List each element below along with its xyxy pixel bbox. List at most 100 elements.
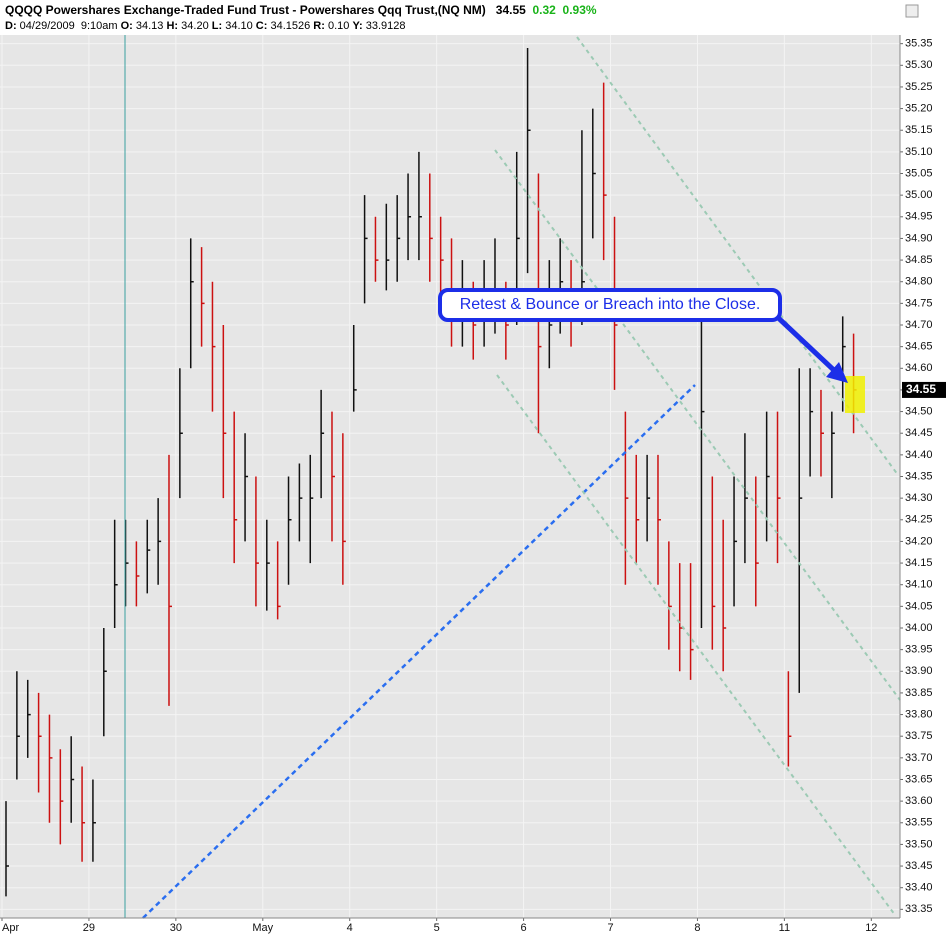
y-tick-label: 35.20 [905, 102, 933, 114]
y-tick-label: 33.45 [905, 860, 933, 872]
last-price-box [902, 381, 946, 398]
title-line: QQQQ Powershares Exchange-Traded Fund Tr… [5, 3, 597, 17]
info-label: R: [313, 20, 325, 32]
price-bar [418, 151, 422, 261]
price-bar [733, 476, 738, 607]
info-label: D: [5, 20, 17, 32]
y-tick-label: 34.40 [905, 449, 933, 461]
grid [0, 35, 900, 918]
x-tick-label: 8 [694, 922, 700, 934]
price-bar [744, 433, 748, 564]
title: QQQQ Powershares Exchange-Traded Fund Tr… [5, 3, 486, 17]
change: 0.32 [532, 3, 556, 17]
price-bar [831, 411, 835, 499]
price-bar [700, 316, 705, 628]
y-tick-label: 34.35 [905, 470, 933, 482]
y-tick-label: 34.05 [905, 600, 933, 612]
y-tick-label: 34.30 [905, 492, 933, 504]
y-tick-label: 33.50 [905, 838, 933, 850]
y-tick-label: 34.10 [905, 579, 933, 591]
axes: 33.35 33.40 33.45 33.50 33.55 33.60 33.65 33.70… [0, 35, 946, 934]
info-label: H: [166, 20, 179, 32]
info-value: 34.13 [135, 20, 164, 32]
price-bar [820, 389, 824, 477]
price-bar [352, 325, 357, 412]
price-bar [374, 216, 379, 282]
annotation: Retest & Bounce or Breach into the Close… [460, 296, 761, 313]
last-price: 34.55 [495, 3, 526, 17]
price-bar [189, 238, 194, 369]
x-tick-label: Apr [2, 922, 19, 934]
y-tick-label: 33.95 [905, 644, 933, 656]
price-bar [157, 498, 162, 585]
y-tick-label: 34.20 [905, 535, 933, 547]
price-bar [92, 779, 96, 862]
y-tick-label: 35.05 [905, 167, 933, 179]
y-tick-label: 33.85 [905, 687, 933, 699]
price-bar [81, 766, 86, 862]
x-tick-label: 7 [607, 922, 613, 934]
drawings [124, 35, 901, 919]
price-bar [135, 541, 140, 607]
y-tick-label: 33.70 [905, 752, 933, 764]
price-bar [5, 801, 9, 897]
info-value: 34.20 [181, 20, 209, 32]
info-line: D: 04/29/2009 9:10am O: 34.13 H: 34.20 L… [5, 20, 409, 32]
channel-line [576, 36, 899, 476]
price-bar [37, 692, 42, 793]
price-bar [657, 454, 661, 585]
y-tick-label: 34.25 [905, 514, 933, 526]
y-tick-label: 35.10 [905, 146, 933, 158]
price-bar [298, 463, 303, 542]
price-bar [26, 679, 31, 758]
price-bar [396, 195, 401, 282]
y-tick-label: 35.35 [905, 38, 933, 50]
y-tick-label: 34.15 [905, 557, 933, 569]
price-bar [787, 671, 792, 767]
arrow-head [826, 362, 848, 383]
x-tick-label: May [252, 922, 273, 934]
price-bar [331, 411, 335, 542]
y-tick-label: 34.85 [905, 254, 933, 266]
y-tick-label: 34.60 [905, 362, 933, 374]
price-bar [407, 173, 412, 261]
price-bar [233, 411, 238, 564]
info-label: Y: [352, 20, 363, 32]
price-bar [124, 519, 129, 607]
price-bar [668, 541, 672, 650]
price-bar [646, 454, 651, 542]
price-bar [635, 454, 640, 564]
price-bar [592, 108, 596, 239]
y-tick-label: 35.30 [905, 59, 933, 71]
price-bar [429, 173, 433, 282]
y-tick-label: 34.80 [905, 276, 933, 288]
price-bar [755, 476, 759, 607]
x-tick-label: 29 [83, 922, 95, 934]
price-bar [244, 433, 249, 542]
y-tick-label: 34.50 [905, 405, 933, 417]
price-bar [689, 563, 694, 680]
price-bar [678, 563, 683, 672]
price-bar [624, 411, 629, 585]
y-tick-label: 34.70 [905, 319, 933, 331]
window-icon[interactable] [905, 4, 919, 18]
y-tick-label: 33.65 [905, 773, 933, 785]
price-bar [48, 714, 53, 823]
price-bar [179, 368, 183, 499]
price-bar [809, 368, 814, 477]
price-bar [200, 247, 205, 347]
info-value: 33.9128 [365, 20, 406, 32]
price-bar [602, 82, 607, 261]
last-price-label: 34.55 [906, 382, 936, 396]
price-bar [16, 671, 20, 780]
price-bar [342, 433, 346, 585]
x-tick-label: 6 [521, 922, 527, 934]
price-bar [798, 368, 803, 693]
y-tick-label: 33.90 [905, 665, 933, 677]
info-value: 04/29/2009 9:10am [19, 20, 118, 32]
highlight [845, 376, 865, 413]
y-tick-label: 34.90 [905, 232, 933, 244]
x-tick-label: 12 [865, 922, 877, 934]
price-bar [103, 627, 107, 737]
